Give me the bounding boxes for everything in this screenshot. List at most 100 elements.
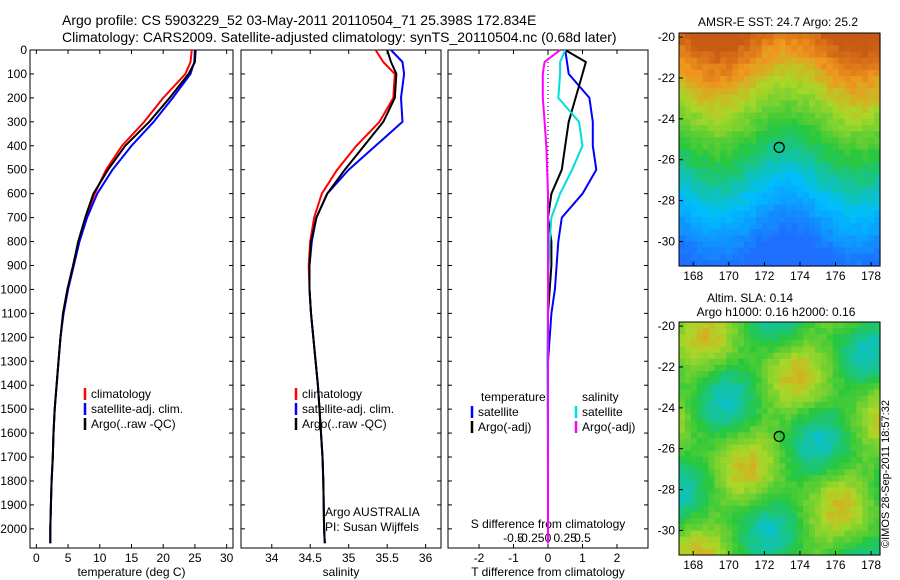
map-cell-sst_map <box>708 253 716 261</box>
map-cell-sla_map <box>797 413 804 421</box>
map-cell-sla_map <box>791 413 798 421</box>
map-cell-sst_map <box>720 253 727 261</box>
map-cell-sst_map <box>773 82 781 89</box>
map-cell-sst_map <box>838 112 846 120</box>
map-cell-sla_map <box>726 530 733 538</box>
map-cell-sla_map <box>856 346 863 354</box>
map-cell-sla_map <box>744 450 751 458</box>
map-cell-sla_map <box>720 493 727 501</box>
map-cell-sst_map <box>809 39 816 46</box>
map-cell-sla_map <box>862 542 869 550</box>
map-cell-sst_map <box>732 63 739 71</box>
map-cell-sst_map <box>838 39 846 46</box>
map-cell-sst_map <box>744 186 751 194</box>
map-cell-sst_map <box>868 192 875 200</box>
map-cell-sla_map <box>732 487 739 495</box>
map-cell-sst_map <box>761 235 769 243</box>
map-cell-sla_map <box>874 395 881 403</box>
map-cell-sst_map <box>797 247 804 255</box>
y-tick-label: 1500 <box>0 402 27 416</box>
map-cell-sla_map <box>809 438 816 446</box>
map-cell-sla_map <box>820 493 828 501</box>
map-cell-sst_map <box>797 161 804 169</box>
map-cell-sla_map <box>856 407 863 415</box>
map-cell-sla_map <box>850 432 857 440</box>
map-cell-sla_map <box>868 481 875 489</box>
map-cell-sst_map <box>779 100 787 108</box>
map-cell-sla_map <box>791 346 798 354</box>
map-cell-sst_map <box>862 45 869 52</box>
map-cell-sst_map <box>820 241 828 249</box>
map-cell-sst_map <box>690 33 698 40</box>
map-cell-sst_map <box>779 88 787 95</box>
map-cell-sst_map <box>874 82 881 89</box>
map-cell-sst_map <box>684 161 692 169</box>
map-cell-sst_map <box>832 167 840 175</box>
map-cell-sst_map <box>868 174 875 181</box>
map-cell-sst_map <box>767 106 775 114</box>
map-cell-sst_map <box>809 51 816 59</box>
map-cell-sla_map <box>809 358 816 366</box>
map-cell-sla_map <box>820 413 828 421</box>
map-cell-sst_map <box>708 223 716 230</box>
map-cell-sst_map <box>785 118 792 126</box>
map-cell-sst_map <box>679 229 686 236</box>
map-cell-sla_map <box>749 450 757 458</box>
map-cell-sst_map <box>856 155 863 163</box>
map-cell-sst_map <box>779 241 787 249</box>
map-cell-sst_map <box>767 174 775 181</box>
map-cell-sst_map <box>850 57 857 65</box>
map-cell-sla_map <box>803 352 810 360</box>
map-cell-sst_map <box>702 247 710 255</box>
map-cell-sla_map <box>803 358 810 366</box>
map-cell-sla_map <box>714 407 721 415</box>
map-cell-sst_map <box>791 75 798 83</box>
map-cell-sla_map <box>803 512 810 519</box>
map-cell-sst_map <box>702 124 710 132</box>
map-cell-sst_map <box>749 57 757 65</box>
map-cell-sst_map <box>785 253 792 261</box>
map-cell-sst_map <box>791 204 798 212</box>
map-cell-sla_map <box>838 340 846 348</box>
map-cell-sst_map <box>761 247 769 255</box>
map-cell-sla_map <box>838 542 846 550</box>
map-cell-sst_map <box>797 192 804 200</box>
map-cell-sst_map <box>761 94 769 102</box>
map-cell-sla_map <box>779 481 787 489</box>
map-cell-sla_map <box>749 420 757 427</box>
y-tick-label: 2000 <box>0 522 27 536</box>
map-cell-sla_map <box>809 346 816 354</box>
map-cell-sst_map <box>803 186 810 194</box>
map-cell-sst_map <box>779 229 787 236</box>
map-cell-sst_map <box>838 253 846 261</box>
map-cell-sla_map <box>773 512 781 519</box>
map-cell-sst_map <box>832 180 840 187</box>
map-cell-sla_map <box>820 364 828 372</box>
map-cell-sst_map <box>838 210 846 218</box>
map-cell-sla_map <box>785 401 792 409</box>
map-cell-sla_map <box>749 438 757 446</box>
map-cell-sla_map <box>738 481 745 489</box>
map-cell-sst_map <box>708 69 716 77</box>
map-cell-sla_map <box>720 475 727 483</box>
map-cell-sla_map <box>732 469 739 476</box>
map-cell-sla_map <box>832 438 840 446</box>
map-cell-sst_map <box>803 253 810 261</box>
map-cell-sla_map <box>749 407 757 415</box>
map-cell-sla_map <box>850 328 857 335</box>
map-cell-sla_map <box>708 407 716 415</box>
map-cell-sst_map <box>744 63 751 71</box>
map-cell-sla_map <box>738 383 745 391</box>
map-cell-sst_map <box>844 112 852 120</box>
map-cell-sla_map <box>814 432 822 440</box>
map-cell-sst_map <box>844 198 852 206</box>
y-tick-label: 0 <box>20 43 27 57</box>
map-cell-sla_map <box>744 364 751 372</box>
map-cell-sla_map <box>791 340 798 348</box>
map-cell-sla_map <box>767 530 775 538</box>
map-cell-sla_map <box>761 542 769 550</box>
map-cell-sla_map <box>832 530 840 538</box>
map-cell-sla_map <box>838 524 846 532</box>
map-cell-sla_map <box>844 456 852 464</box>
map-cell-sst_map <box>785 247 792 255</box>
